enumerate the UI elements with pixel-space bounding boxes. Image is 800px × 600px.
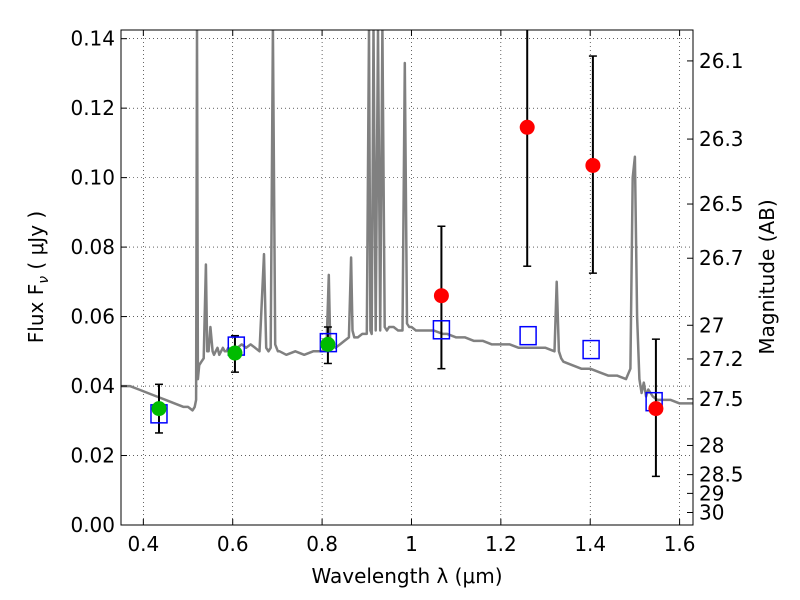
data-markers (150, 119, 664, 424)
y-tick-label: 0.04 (70, 374, 115, 398)
y-axis-title: Flux Fν ( μJy ) (24, 211, 52, 343)
right-tick-label: 28.5 (699, 463, 744, 487)
x-tick-label: 1.6 (664, 532, 696, 556)
right-tick-label: 27.2 (699, 347, 744, 371)
x-tick-label: 0.8 (306, 532, 338, 556)
x-tick-label: 1 (405, 532, 418, 556)
observed-flux-red-point (519, 119, 535, 135)
x-tick-label: 0.4 (127, 532, 159, 556)
y-tick-label: 0.12 (70, 96, 115, 120)
model-spectrum-line (121, 30, 693, 412)
y-tick-label: 0.14 (70, 27, 115, 51)
right-tick-label: 29 (699, 481, 724, 505)
plot-frame (120, 29, 694, 526)
y-tick-label: 0.10 (70, 166, 115, 190)
right-tick-label: 27 (699, 313, 724, 337)
model-flux-square (432, 320, 451, 340)
x-axis-title: Wavelength λ (μm) (311, 564, 502, 588)
observed-flux-green-point (151, 401, 167, 417)
right-tick-label: 27.5 (699, 387, 744, 411)
right-tick-label: 26.1 (699, 49, 744, 73)
plot-area (121, 30, 693, 412)
y-tick-label: 0.08 (70, 235, 115, 259)
observed-flux-red-point (585, 157, 601, 173)
x-tick-label: 1.2 (485, 532, 517, 556)
x-tick-label: 1.4 (574, 532, 606, 556)
right-tick-label: 30 (699, 500, 724, 524)
axis-ticks: 0.4 0.6 0.8 1 1.2 1.4 1.6 0.00 0.02 0.04 0.06 0.08 0… (70, 27, 743, 556)
y-tick-label: 0.02 (70, 444, 115, 468)
right-tick-label: 26.5 (699, 192, 744, 216)
observed-flux-red-point (648, 401, 664, 417)
right-tick-label: 26.7 (699, 246, 744, 270)
y-tick-label: 0.06 (70, 305, 115, 329)
right-tick-label: 28 (699, 433, 724, 457)
x-tick-label: 0.6 (217, 532, 249, 556)
observed-flux-green-point (227, 345, 243, 361)
right-axis-title: Magnitude (AB) (755, 199, 779, 354)
model-flux-square (582, 339, 600, 360)
observed-flux-green-point (320, 336, 336, 352)
observed-flux-red-point (433, 288, 449, 304)
y-tick-label: 0.00 (70, 513, 115, 537)
right-tick-label: 26.3 (699, 127, 744, 151)
model-flux-square (519, 325, 537, 346)
